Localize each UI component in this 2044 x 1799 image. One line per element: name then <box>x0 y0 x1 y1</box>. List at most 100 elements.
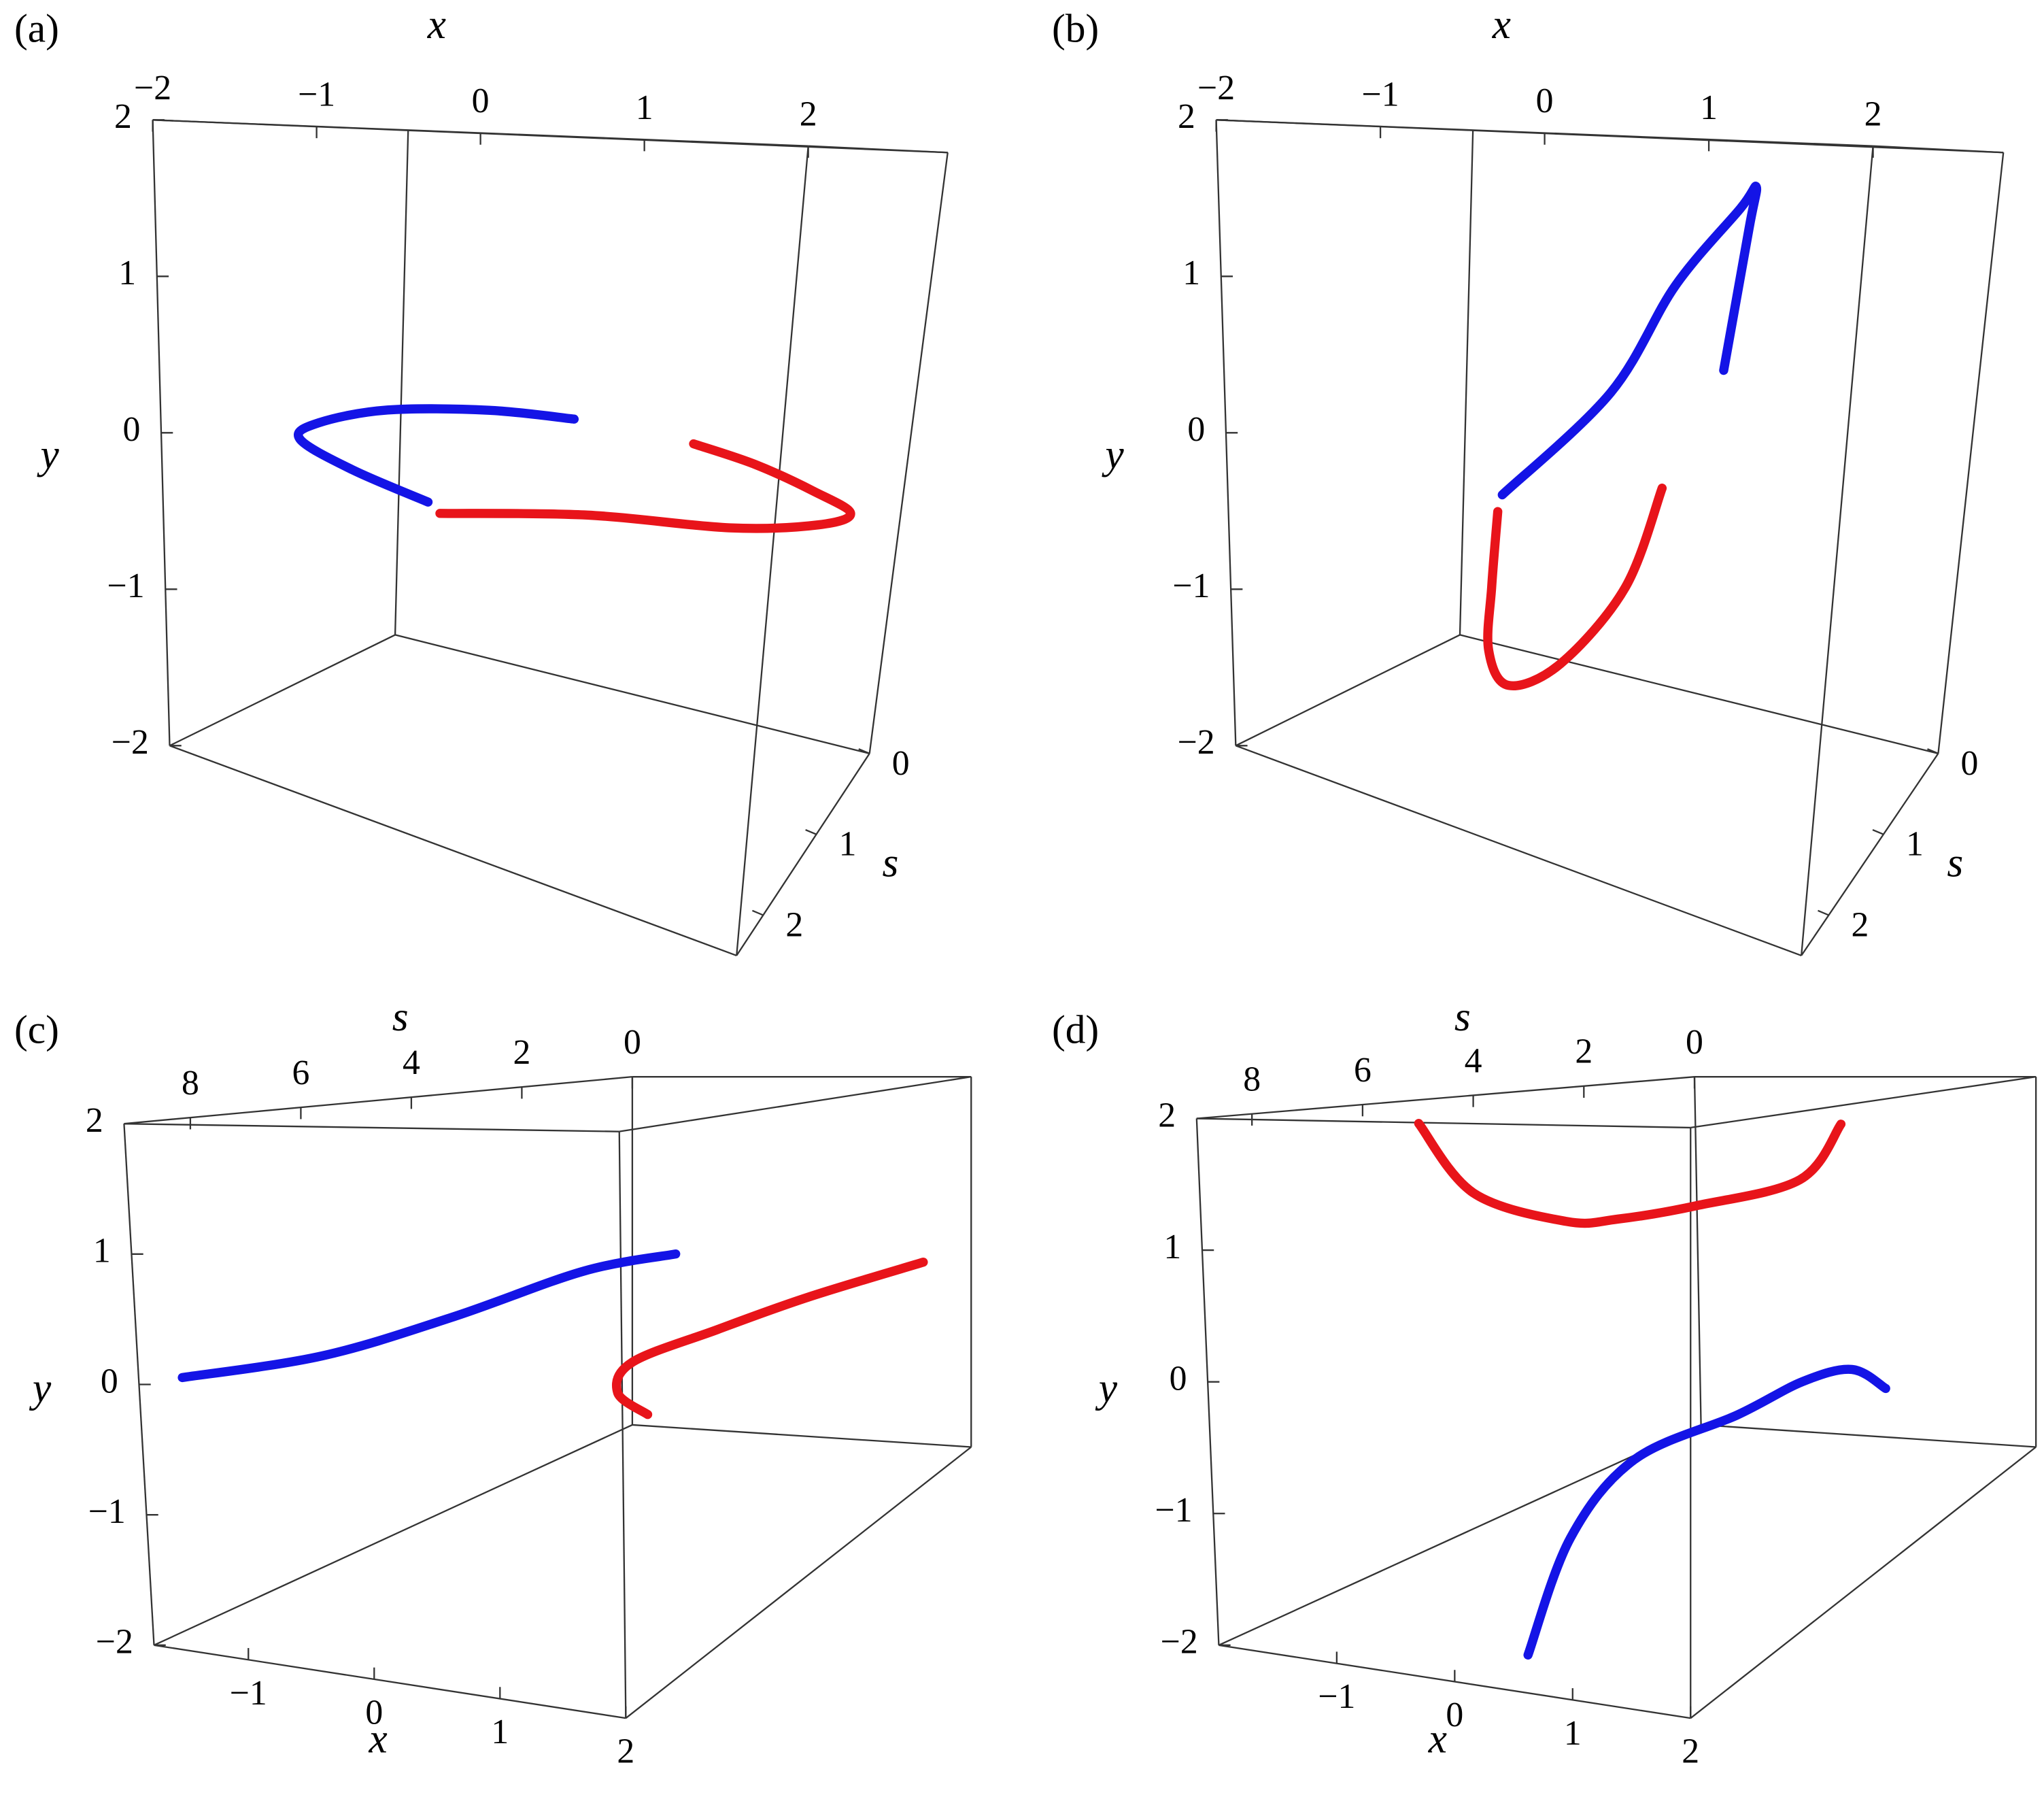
y-axis-title: y <box>1101 432 1124 478</box>
panel-label: (a) <box>14 6 59 51</box>
box-edge <box>1701 1424 2037 1448</box>
s-tick-label: 0 <box>1960 744 1978 783</box>
trajectory <box>1497 182 1762 500</box>
x-tick-label: 1 <box>1564 1714 1582 1753</box>
s-tick <box>1927 748 1939 754</box>
box-edge <box>618 1131 627 1719</box>
s-tick-label: 1 <box>839 825 857 864</box>
s-axis-title: s <box>1947 840 1963 886</box>
trajectory <box>294 404 579 507</box>
y-tick-label: 1 <box>93 1232 111 1271</box>
y-tick-label: −2 <box>1161 1623 1198 1662</box>
x-tick-label: 2 <box>1864 95 1882 133</box>
box-edge <box>1801 753 1939 956</box>
s-axis-title: s <box>1454 994 1471 1040</box>
box-edge <box>736 753 870 956</box>
x-tick-label: −1 <box>1318 1677 1355 1716</box>
y-tick-label: 2 <box>86 1101 103 1140</box>
box-edge <box>625 1446 972 1719</box>
box-edge <box>169 745 737 956</box>
x-tick-label: −1 <box>1362 75 1399 114</box>
y-tick-label: −1 <box>1172 567 1210 605</box>
s-tick <box>1872 828 1884 835</box>
y-tick-label: 2 <box>114 97 132 136</box>
x-tick-label: 1 <box>636 88 653 127</box>
box-edge <box>1693 1077 1702 1425</box>
y-tick-label: −2 <box>96 1623 133 1662</box>
trajectory <box>177 1249 681 1383</box>
x-tick-label: −2 <box>134 69 171 107</box>
box-edge <box>169 634 396 747</box>
y-tick-label: 0 <box>101 1362 118 1400</box>
s-tick <box>805 828 817 835</box>
x-tick-label: −2 <box>1197 69 1235 107</box>
s-tick-label: 4 <box>403 1043 420 1082</box>
x-tick-label: 0 <box>365 1693 383 1732</box>
s-tick-label: 2 <box>1575 1032 1592 1071</box>
x-tick-label: 0 <box>1536 82 1554 120</box>
box-edge <box>1218 1424 1702 1646</box>
y-axis-title: y <box>37 432 60 478</box>
box-edge <box>1801 146 1874 956</box>
box-edge <box>632 1424 972 1448</box>
s-tick <box>751 909 764 916</box>
box-edge <box>124 1076 633 1125</box>
panel-label: (d) <box>1052 1007 1099 1052</box>
box-edge <box>1196 1117 1691 1129</box>
y-tick-label: −1 <box>107 567 145 605</box>
s-tick-label: 6 <box>1354 1051 1372 1090</box>
box-edge <box>1235 745 1802 956</box>
trajectory <box>435 439 855 533</box>
x-axis-title: x <box>1492 1 1511 48</box>
trajectory <box>1414 1119 1846 1228</box>
s-tick-label: 0 <box>892 744 910 783</box>
y-axis-title: y <box>1095 1365 1118 1411</box>
s-tick-label: 0 <box>1686 1023 1703 1062</box>
box-edge <box>1690 1446 2037 1719</box>
x-tick-label: 2 <box>800 95 817 133</box>
s-tick-label: 6 <box>292 1054 309 1092</box>
box-edge <box>1459 634 1939 754</box>
y-tick-label: 1 <box>1182 254 1200 292</box>
y-axis-title: y <box>29 1365 52 1411</box>
x-axis-title: x <box>369 1716 388 1762</box>
x-tick-label: −1 <box>298 75 335 114</box>
y-tick-label: −1 <box>88 1492 126 1531</box>
x-tick-label: 0 <box>472 82 490 120</box>
panel-label: (b) <box>1052 6 1099 51</box>
y-tick-label: 0 <box>1187 410 1205 449</box>
y-tick-label: 0 <box>122 410 140 449</box>
box-edge <box>736 146 809 956</box>
panel-label: (c) <box>14 1007 59 1052</box>
s-tick-label: 1 <box>1906 825 1924 864</box>
x-tick-label: 2 <box>617 1732 634 1771</box>
box-edge <box>124 1123 619 1132</box>
x-axis-title: x <box>1428 1716 1447 1762</box>
y-tick-label: 1 <box>1163 1228 1181 1266</box>
s-tick-label: 0 <box>624 1023 641 1062</box>
box-edge <box>394 634 870 754</box>
x-tick-label: 2 <box>1682 1732 1699 1771</box>
x-tick-label: 1 <box>491 1713 509 1751</box>
x-tick-label: −1 <box>230 1674 267 1713</box>
x-axis-title: x <box>427 1 446 48</box>
s-tick-label: 8 <box>1243 1060 1261 1099</box>
y-tick-label: 1 <box>118 254 136 292</box>
x-tick-label: 1 <box>1700 88 1718 127</box>
box-edge <box>1196 1076 1695 1120</box>
s-tick <box>1818 909 1829 916</box>
s-tick-label: 2 <box>513 1033 530 1072</box>
y-tick-label: 2 <box>1178 97 1195 136</box>
s-tick-label: 2 <box>1851 906 1869 945</box>
trajectory <box>1483 484 1667 690</box>
box-edge <box>1937 152 2005 754</box>
x-tick-label: 0 <box>1446 1696 1463 1734</box>
s-tick-label: 2 <box>785 906 803 945</box>
y-tick-label: −1 <box>1155 1491 1193 1530</box>
s-tick-label: 8 <box>182 1064 199 1103</box>
box-edge <box>154 1644 626 1719</box>
trajectory <box>1523 1364 1890 1660</box>
y-tick-label: −2 <box>112 723 149 762</box>
box-edge <box>619 1076 972 1132</box>
